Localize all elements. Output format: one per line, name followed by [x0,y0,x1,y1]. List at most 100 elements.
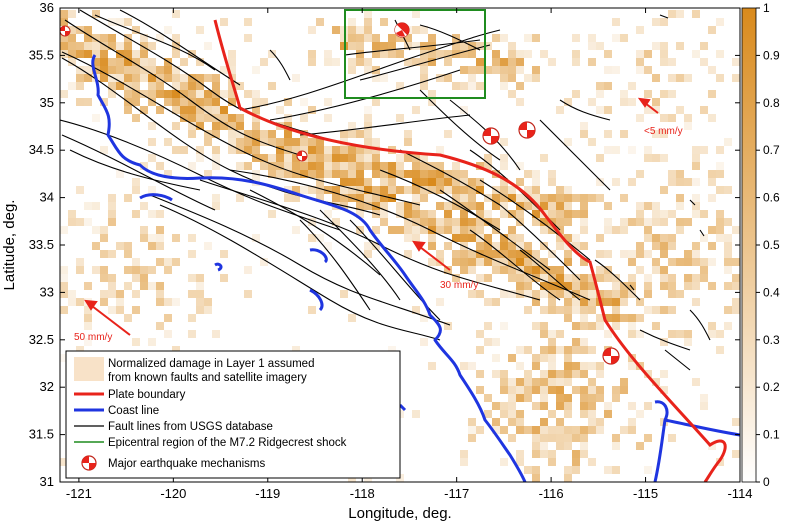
damage-cell [132,274,140,282]
damage-cell [660,154,668,162]
damage-cell [492,418,500,426]
damage-cell [660,234,668,242]
damage-cell [564,426,572,434]
damage-cell [684,330,692,338]
damage-cell [452,170,460,178]
damage-cell [164,66,172,74]
damage-cell [372,138,380,146]
damage-cell [500,210,508,218]
damage-cell [708,282,716,290]
damage-cell [540,306,548,314]
damage-cell [732,274,740,282]
damage-cell [124,242,132,250]
damage-cell [676,194,684,202]
arrow-label-5mm: <5 mm/y [644,126,683,137]
arrow-label-30mm: 30 mm/y [440,280,478,291]
damage-cell [548,266,556,274]
damage-cell [68,42,76,50]
damage-cell [532,178,540,186]
damage-cell [588,402,596,410]
damage-cell [652,130,660,138]
damage-cell [252,130,260,138]
damage-cell [460,226,468,234]
damage-cell [148,338,156,346]
damage-cell [404,218,412,226]
damage-cell [548,346,556,354]
damage-cell [700,106,708,114]
y-tick-label: 34 [40,190,54,205]
damage-cell [404,250,412,258]
damage-cell [116,58,124,66]
damage-cell [660,370,668,378]
damage-cell [348,34,356,42]
damage-cell [364,130,372,138]
damage-cell [452,226,460,234]
damage-cell [660,186,668,194]
damage-cell [508,290,516,298]
damage-cell [156,74,164,82]
damage-cell [164,26,172,34]
damage-cell [500,58,508,66]
damage-cell [580,386,588,394]
damage-cell [660,114,668,122]
damage-cell [532,434,540,442]
damage-cell [644,226,652,234]
damage-cell [356,34,364,42]
damage-cell [716,226,724,234]
damage-cell [516,250,524,258]
damage-cell [660,266,668,274]
damage-cell [540,354,548,362]
axis-ticks: -121 -120 -119 -118 -117 -116 -115 -114 31 31.5 32… [29,0,753,501]
damage-cell [564,282,572,290]
damage-cell [564,474,572,482]
damage-cell [492,66,500,74]
damage-cell [380,74,388,82]
damage-cell [676,74,684,82]
damage-cell [604,402,612,410]
beachball-icon [296,150,308,162]
damage-cell [124,74,132,82]
damage-cell [532,466,540,474]
damage-cell [548,194,556,202]
damage-cell [188,122,196,130]
damage-cell [556,386,564,394]
damage-cell [676,178,684,186]
damage-cell [588,42,596,50]
damage-cell [92,34,100,42]
damage-cell [548,370,556,378]
damage-cell [324,210,332,218]
damage-cell [308,162,316,170]
damage-cell [668,234,676,242]
damage-cell [196,146,204,154]
damage-cell [596,106,604,114]
damage-cell [348,26,356,34]
damage-cell [508,402,516,410]
damage-cell [228,138,236,146]
damage-cell [204,98,212,106]
damage-cell [556,210,564,218]
damage-cell [420,226,428,234]
damage-cell [612,290,620,298]
y-tick-label: 35 [40,95,54,110]
damage-cell [508,242,516,250]
damage-cell [508,58,516,66]
damage-cell [92,10,100,18]
damage-cell [684,250,692,258]
damage-cell [508,210,516,218]
damage-cell [516,282,524,290]
damage-cell [292,194,300,202]
damage-cell [668,242,676,250]
damage-cell [660,242,668,250]
damage-cell [444,242,452,250]
damage-cell [252,66,260,74]
damage-cell [124,50,132,58]
damage-cell [548,282,556,290]
damage-cell [284,146,292,154]
damage-cell [108,282,116,290]
damage-cell [636,218,644,226]
damage-cell [356,210,364,218]
damage-cell [724,266,732,274]
damage-cell [308,234,316,242]
y-tick-label: 32 [40,379,54,394]
